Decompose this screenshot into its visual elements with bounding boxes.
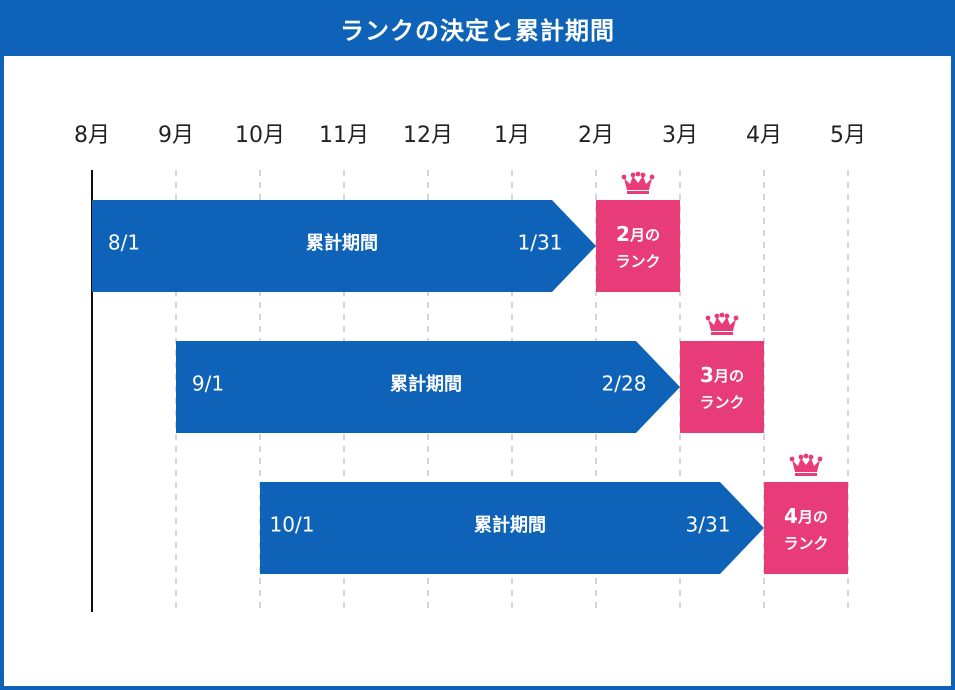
month-label: 8月 [74,123,110,148]
month-label: 5月 [830,123,866,148]
period-end-date: 1/31 [518,231,563,255]
period-start-date: 10/1 [270,513,315,537]
rank-month-label: 4月の [784,504,828,528]
crown-jewel [621,174,627,180]
crown-body [624,176,652,190]
crown-icon [789,453,823,476]
crown-jewel [724,313,730,319]
rank-month-number: 2 [616,222,630,246]
crown-jewel [719,312,725,318]
crown-body [792,458,820,472]
rank-month-suffix: 月の [713,367,744,385]
rank-box [680,341,764,433]
rank-word: ランク [699,394,744,412]
crown-jewel [705,315,711,321]
crown-icon [705,312,739,335]
month-label: 3月 [662,123,698,148]
period-end-date: 3/31 [686,513,731,537]
crown-jewel [640,172,646,178]
crown-jewel [649,174,655,180]
month-label: 1月 [494,123,530,148]
rank-box [596,200,680,292]
crown-body [708,317,736,331]
period-arrow [260,482,764,574]
crown-jewel [733,315,739,321]
rank-month-suffix: 月の [797,508,828,526]
rank-month-number: 3 [700,363,714,387]
rank-month-number: 4 [784,504,798,528]
period-start-date: 8/1 [108,231,140,255]
period-arrow [92,200,596,292]
crown-jewel [714,313,720,319]
month-label: 10月 [235,123,285,148]
period-label: 累計期間 [474,514,546,536]
crown-jewel [798,454,804,460]
crown-band [711,332,733,335]
period-label: 累計期間 [306,232,378,254]
crown-jewel [817,456,823,462]
month-label: 12月 [403,123,453,148]
diagram-title: ランクの決定と累計期間 [0,0,955,56]
rank-box [764,482,848,574]
period-label: 累計期間 [390,373,462,395]
period-arrow [176,341,680,433]
rank-month-label: 2月の [616,222,660,246]
rank-word: ランク [615,253,660,271]
crown-icon [621,171,655,194]
crown-jewel [630,172,636,178]
month-label: 2月 [578,123,614,148]
period-end-date: 2/28 [602,372,647,396]
crown-band [627,191,649,194]
crown-jewel [635,171,641,177]
crown-jewel [803,453,809,459]
rank-word: ランク [783,535,828,553]
crown-jewel [808,454,814,460]
month-label: 9月 [158,123,194,148]
month-label: 11月 [319,123,369,148]
month-label: 4月 [746,123,782,148]
crown-band [795,473,817,476]
rank-month-suffix: 月の [629,226,660,244]
crown-jewel [789,456,795,462]
rank-month-label: 3月の [700,363,744,387]
period-start-date: 9/1 [192,372,224,396]
